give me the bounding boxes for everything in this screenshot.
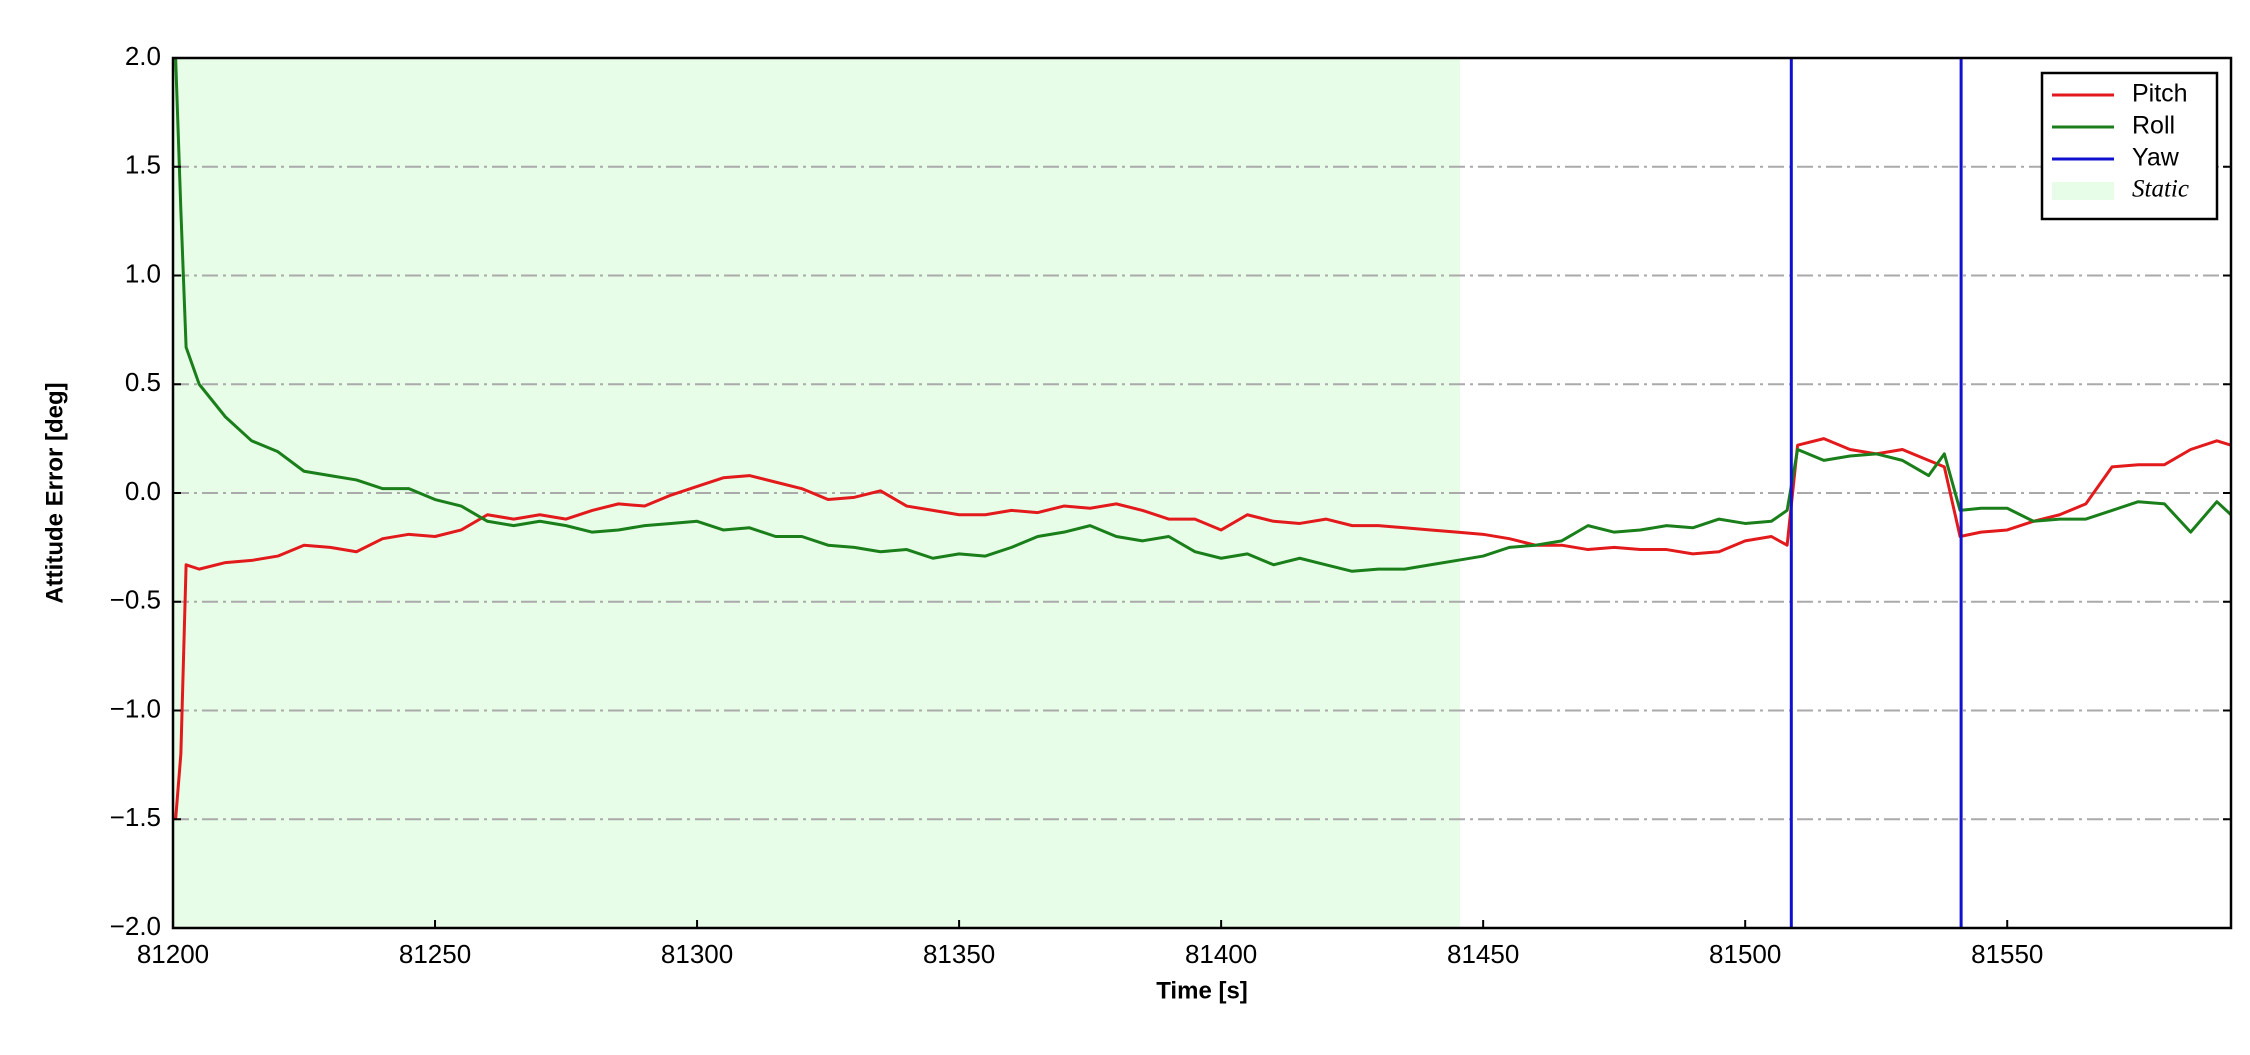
x-tick-label: 81500 [1709, 939, 1781, 969]
legend-label: Static [2132, 176, 2189, 203]
y-tick-label: 2.0 [125, 41, 161, 71]
legend-label: Pitch [2132, 80, 2188, 108]
y-tick-label: 0.0 [125, 476, 161, 506]
y-tick-label: −0.5 [110, 585, 161, 615]
x-tick-label: 81400 [1185, 939, 1257, 969]
y-tick-label: −1.5 [110, 802, 161, 832]
y-tick-label: 0.5 [125, 367, 161, 397]
legend-swatch [2052, 182, 2114, 200]
series-line [174, 58, 2231, 573]
x-tick-label: 81450 [1447, 939, 1519, 969]
x-tick-label: 81250 [399, 939, 471, 969]
x-axis-label: Time [s] [1156, 977, 1248, 1004]
y-tick-label: 1.0 [125, 258, 161, 288]
plot-area [173, 58, 2231, 928]
legend-label: Roll [2132, 112, 2175, 140]
x-tick-label: 81300 [661, 939, 733, 969]
x-tick-label: 81550 [1971, 939, 2043, 969]
x-tick-label: 81350 [923, 939, 995, 969]
y-tick-label: −1.0 [110, 693, 161, 723]
legend-label: Yaw [2132, 144, 2180, 172]
x-tick-label: 81200 [137, 939, 209, 969]
plot-frame [171, 56, 2233, 930]
y-axis-label: Attitude Error [deg] [41, 382, 68, 603]
y-tick-label: 1.5 [125, 150, 161, 180]
y-tick-label: −2.0 [110, 911, 161, 941]
